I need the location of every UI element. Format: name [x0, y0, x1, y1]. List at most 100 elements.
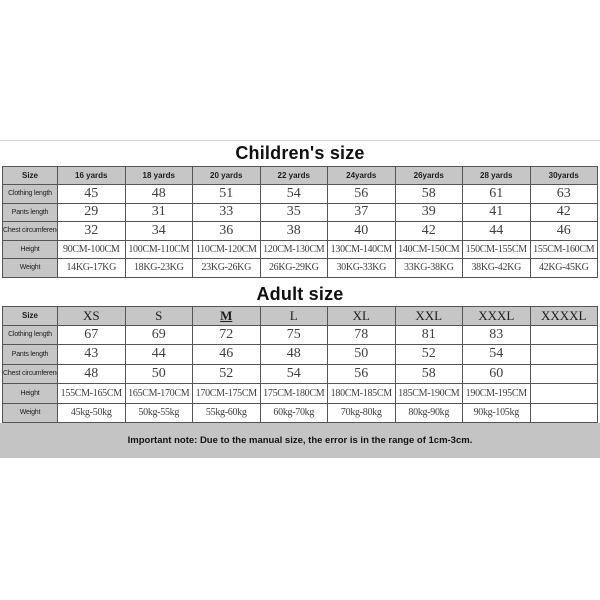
size-value: 61: [462, 184, 531, 204]
size-value: 33: [192, 202, 261, 222]
adult-size-title: Adult size: [256, 284, 344, 304]
adult-size-table: Size XS S M L XL XXL XXXL XXXXL Clothing length 67…: [2, 305, 598, 424]
size-value: 40: [327, 221, 396, 241]
size-value: 18KG-23KG: [124, 258, 193, 278]
size-value: 50: [124, 363, 193, 384]
size-value: 44: [124, 344, 193, 365]
size-value: 26KG-29KG: [259, 258, 328, 278]
size-value: 30KG-33KG: [327, 258, 396, 278]
size-value: 48: [124, 184, 193, 204]
size-column-header: 24yards: [327, 166, 396, 185]
size-value: 63: [529, 184, 598, 204]
size-value: 72: [192, 324, 261, 345]
size-column-header: XXL: [394, 305, 463, 326]
size-column-header: 18 yards: [124, 166, 193, 185]
size-column-header: XS: [57, 305, 126, 326]
size-value: 67: [57, 324, 126, 345]
header-row: Size XS S M L XL XXL XXXL XXXXL: [2, 305, 598, 326]
size-value: 155CM-165CM: [57, 383, 126, 404]
size-column-header: XL: [327, 305, 396, 326]
size-value: 31: [124, 202, 193, 222]
row-label: Chest circumference 1/2: [2, 221, 58, 241]
size-value: 185CM-190CM: [394, 383, 463, 404]
size-value: 52: [192, 363, 261, 384]
measurement-row: Weight 14KG-17KG 18KG-23KG 23KG-26KG 26KG-29…: [2, 258, 598, 278]
size-value: 23KG-26KG: [192, 258, 261, 278]
size-value: 83: [462, 324, 531, 345]
size-value: [529, 383, 598, 404]
size-value: 46: [192, 344, 261, 365]
children-size-title: Children's size: [235, 143, 365, 163]
size-value: 81: [394, 324, 463, 345]
size-value: 36: [192, 221, 261, 241]
size-value: 41: [462, 202, 531, 222]
size-value: 180CM-185CM: [327, 383, 396, 404]
size-value: 80kg-90kg: [394, 402, 463, 423]
measurement-row: Chest circumference 1/248505254565860: [2, 363, 598, 384]
size-value: 44: [462, 221, 531, 241]
size-value: 165CM-170CM: [124, 383, 193, 404]
size-chart-panel: Children's size Size 16 yards 18 yards 20 y…: [0, 140, 600, 458]
size-column-header: S: [124, 305, 193, 326]
size-value: [529, 324, 598, 345]
measurement-row: Pants length 43 44 46 48 50 52 54: [2, 344, 598, 365]
measurement-row: Height 90CM-100CM 100CM-110CM 110CM-120CM 12…: [2, 239, 598, 259]
top-photo-area: [0, 0, 600, 140]
measurement-row: Weight 45kg-50kg 50kg-55kg 55kg-60kg 60kg-70…: [2, 402, 598, 423]
size-column-header: 26yards: [394, 166, 463, 185]
measurement-row: Chest circumference 1/23234363840424446: [2, 221, 598, 241]
size-column-header: M: [192, 305, 261, 326]
size-value: 51: [192, 184, 261, 204]
size-value: 130CM-140CM: [327, 239, 396, 259]
measurement-row: Clothing length 67 69 72 75 78 81 83: [2, 324, 598, 345]
size-value: 33KG-38KG: [394, 258, 463, 278]
size-value: 56: [327, 184, 396, 204]
size-column-header: 30yards: [529, 166, 598, 185]
size-value: [529, 363, 598, 384]
size-value: 58: [394, 363, 463, 384]
size-column-header: 22 yards: [259, 166, 328, 185]
size-value: 48: [57, 363, 126, 384]
size-value: 42: [394, 221, 463, 241]
row-label: Clothing length: [2, 324, 58, 345]
row-label: Pants length: [2, 344, 58, 365]
size-value: 48: [259, 344, 328, 365]
size-value: 38KG-42KG: [462, 258, 531, 278]
row-label: Pants length: [2, 202, 58, 222]
size-value: 37: [327, 202, 396, 222]
size-value: 120CM-130CM: [259, 239, 328, 259]
size-value: 140CM-150CM: [394, 239, 463, 259]
size-value: 50kg-55kg: [124, 402, 193, 423]
size-value: 75: [259, 324, 328, 345]
row-label: Clothing length: [2, 184, 58, 204]
size-value: 32: [57, 221, 126, 241]
size-value: 35: [259, 202, 328, 222]
size-value: 90CM-100CM: [57, 239, 126, 259]
size-value: 110CM-120CM: [192, 239, 261, 259]
size-value: 52: [394, 344, 463, 365]
size-corner-header: Size: [2, 305, 58, 326]
size-value: 60kg-70kg: [259, 402, 328, 423]
size-value: 29: [57, 202, 126, 222]
size-column-header: XXXL: [462, 305, 531, 326]
size-value: 39: [394, 202, 463, 222]
size-value: 60: [462, 363, 531, 384]
size-value: 38: [259, 221, 328, 241]
children-size-table: Size 16 yards 18 yards 20 yards 22 yards 24ya…: [2, 166, 598, 278]
size-value: 54: [462, 344, 531, 365]
size-value: 54: [259, 363, 328, 384]
size-value: 55kg-60kg: [192, 402, 261, 423]
measurement-row: Pants length 29 31 33 35 37 39 41 42: [2, 202, 598, 222]
size-value: 70kg-80kg: [327, 402, 396, 423]
important-note: Important note: Due to the manual size, …: [0, 423, 600, 458]
measurement-row: Height 155CM-165CM 165CM-170CM 170CM-175CM 1…: [2, 383, 598, 404]
size-value: 175CM-180CM: [259, 383, 328, 404]
size-column-header: 28 yards: [462, 166, 531, 185]
size-value: 69: [124, 324, 193, 345]
size-value: 42: [529, 202, 598, 222]
size-corner-header: Size: [2, 166, 58, 185]
row-label: Height: [2, 383, 58, 404]
size-column-header: 16 yards: [57, 166, 126, 185]
row-label: Chest circumference 1/2: [2, 363, 58, 384]
